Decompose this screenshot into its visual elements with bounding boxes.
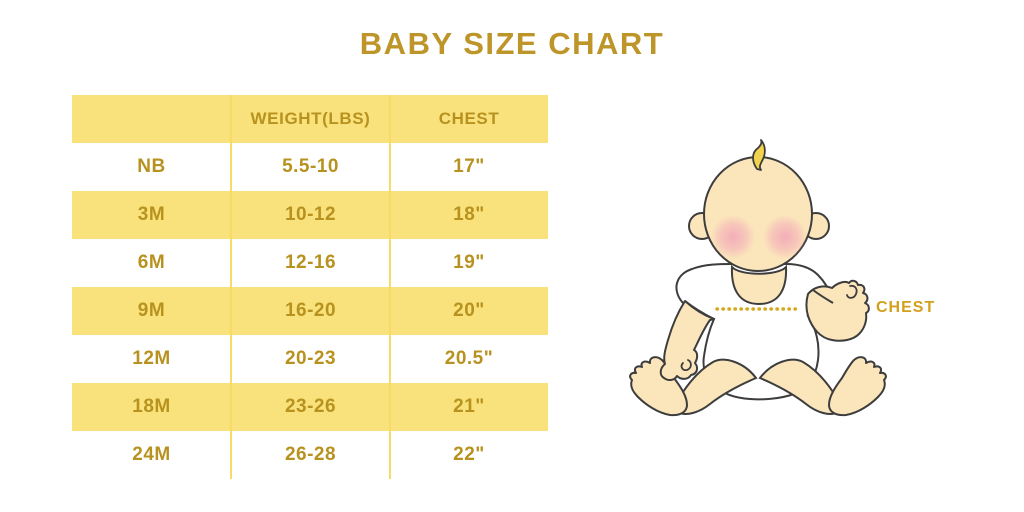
column-separator: [389, 95, 391, 479]
cell-weight: 20-23: [284, 348, 337, 369]
left-sleeve-edge: [684, 300, 715, 320]
table-row: 12M 20-23 20.5": [72, 335, 548, 383]
baby-right-leg: [759, 356, 887, 417]
cell-chest: 21": [453, 396, 485, 417]
baby-size-table: WEIGHT(LBS) CHEST NB 5.5-10 17" 3M 10-12…: [72, 95, 548, 479]
cell-chest: 20.5": [444, 348, 494, 369]
baby-left-arm: [659, 300, 715, 382]
table-row: 18M 23-26 21": [72, 383, 548, 431]
cell-weight: 26-28: [284, 444, 337, 465]
cell-chest: 19": [453, 252, 485, 273]
table-row: NB 5.5-10 17": [72, 143, 548, 191]
right-sleeve-edge: [812, 289, 834, 304]
cell-weight: 10-12: [284, 204, 337, 225]
header-cell-weight: WEIGHT(LBS): [250, 109, 371, 128]
baby-hair-curl: [752, 139, 766, 171]
page-title: BABY SIZE CHART: [359, 26, 665, 61]
baby-illustration: [629, 139, 887, 417]
cell-chest: 18": [453, 204, 485, 225]
cell-size: NB: [137, 156, 166, 177]
baby-neck: [730, 264, 788, 306]
table-row: 6M 12-16 19": [72, 239, 548, 287]
cell-size: 6M: [137, 252, 166, 273]
cell-size: 24M: [132, 444, 171, 465]
table-row: 3M 10-12 18": [72, 191, 548, 239]
table-row: 9M 16-20 20": [72, 287, 548, 335]
cell-size: 3M: [137, 204, 166, 225]
header-cell-chest: CHEST: [438, 109, 500, 128]
column-separator: [230, 95, 232, 479]
baby-right-thumb-curl: [846, 284, 858, 299]
cell-weight: 23-26: [284, 396, 337, 417]
baby-left-leg: [629, 356, 758, 417]
baby-right-arm: [805, 279, 870, 342]
cell-size: 9M: [137, 300, 166, 321]
chest-measure-label: CHEST: [876, 299, 936, 316]
table-row: 24M 26-28 22": [72, 431, 548, 479]
cell-weight: 12-16: [284, 252, 337, 273]
cell-weight: 16-20: [284, 300, 337, 321]
cell-chest: 17": [453, 156, 485, 177]
baby-left-hand-finger-curl: [680, 359, 692, 372]
header-cell-size: [72, 95, 231, 143]
cell-weight: 5.5-10: [282, 156, 339, 177]
cell-size: 18M: [132, 396, 171, 417]
table-header-row: WEIGHT(LBS) CHEST: [72, 95, 548, 143]
baby-right-blush: [763, 215, 807, 259]
cell-chest: 22": [453, 444, 485, 465]
cell-size: 12M: [132, 348, 171, 369]
baby-left-blush: [711, 215, 755, 259]
cell-chest: 20": [453, 300, 485, 321]
